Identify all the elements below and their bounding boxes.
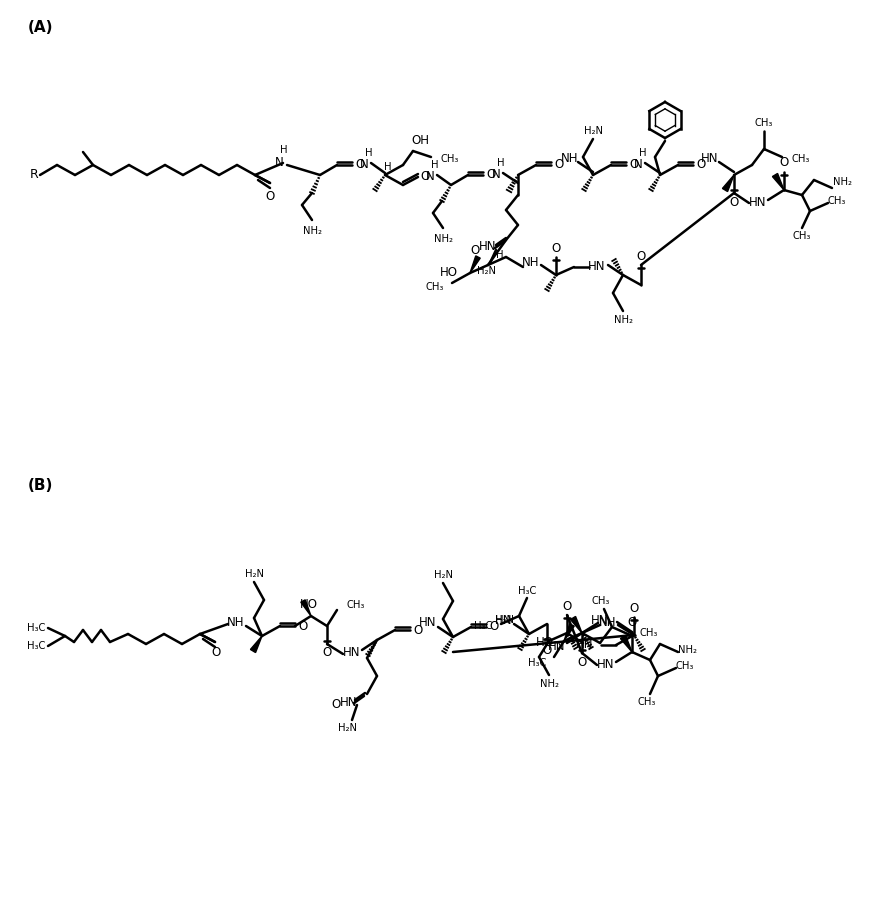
- Text: NH: NH: [561, 152, 578, 164]
- Text: H₂N: H₂N: [245, 569, 264, 579]
- Text: CH₃: CH₃: [791, 154, 809, 164]
- Text: H₂N: H₂N: [584, 126, 603, 136]
- Text: H₂N: H₂N: [495, 615, 514, 625]
- Text: O: O: [551, 242, 561, 255]
- Polygon shape: [773, 173, 784, 190]
- Text: O: O: [637, 249, 645, 263]
- Text: NH: NH: [227, 615, 245, 628]
- Text: H₃C: H₃C: [27, 623, 45, 633]
- Text: HO: HO: [440, 267, 458, 279]
- Text: HN: HN: [478, 240, 496, 254]
- Text: OH: OH: [411, 133, 429, 146]
- Text: HO: HO: [300, 597, 318, 611]
- Text: H: H: [280, 145, 287, 155]
- Text: H₃C: H₃C: [528, 658, 546, 668]
- Text: N: N: [491, 167, 500, 181]
- Text: O: O: [299, 620, 307, 633]
- Text: CH₃: CH₃: [639, 628, 658, 638]
- Text: NH₂: NH₂: [539, 679, 558, 689]
- Text: NH₂: NH₂: [302, 226, 321, 236]
- Text: O: O: [697, 159, 706, 172]
- Polygon shape: [571, 616, 582, 633]
- Text: CH₃: CH₃: [793, 231, 811, 241]
- Text: H: H: [365, 148, 373, 158]
- Text: N: N: [633, 158, 643, 171]
- Text: HN: HN: [576, 638, 593, 652]
- Text: NH: NH: [599, 616, 617, 629]
- Polygon shape: [620, 635, 632, 652]
- Text: O: O: [563, 600, 571, 613]
- Text: HN: HN: [419, 616, 436, 629]
- Text: CH₃: CH₃: [346, 600, 364, 610]
- Text: HN: HN: [496, 614, 513, 626]
- Text: CH₃: CH₃: [676, 661, 694, 671]
- Text: O: O: [543, 645, 551, 657]
- Text: NH₂: NH₂: [678, 645, 697, 655]
- Text: CH₃: CH₃: [426, 282, 444, 292]
- Text: HN: HN: [598, 658, 615, 671]
- Text: O: O: [470, 244, 480, 257]
- Text: HN: HN: [548, 639, 566, 653]
- Text: H₂N: H₂N: [434, 570, 453, 580]
- Text: CH₃: CH₃: [755, 118, 773, 128]
- Text: O: O: [322, 646, 332, 659]
- Text: HN: HN: [343, 645, 361, 658]
- Text: (A): (A): [28, 20, 53, 35]
- Text: H: H: [496, 250, 503, 260]
- Text: CH₃: CH₃: [440, 154, 458, 164]
- Text: HN: HN: [591, 614, 608, 626]
- Text: H₃C: H₃C: [518, 586, 537, 596]
- Text: HN: HN: [340, 696, 357, 708]
- Text: O: O: [490, 621, 498, 634]
- Text: NH₂: NH₂: [613, 315, 632, 325]
- Text: O: O: [630, 602, 638, 614]
- Text: O: O: [266, 190, 274, 203]
- Text: H: H: [384, 162, 392, 172]
- Text: O: O: [355, 159, 365, 172]
- Polygon shape: [251, 636, 262, 653]
- Text: CH₃: CH₃: [591, 596, 611, 606]
- Text: O: O: [421, 171, 429, 184]
- Text: O: O: [486, 169, 496, 182]
- Text: O: O: [554, 159, 564, 172]
- Polygon shape: [722, 175, 734, 192]
- Text: H₂N: H₂N: [476, 266, 496, 276]
- Text: (B): (B): [28, 478, 53, 493]
- Text: CH₃: CH₃: [827, 196, 847, 206]
- Text: O: O: [729, 195, 739, 208]
- Polygon shape: [300, 600, 311, 616]
- Text: H: H: [431, 160, 439, 170]
- Text: HN: HN: [749, 196, 766, 209]
- Text: N: N: [426, 170, 435, 183]
- Text: H: H: [497, 158, 505, 168]
- Text: H₃C: H₃C: [27, 641, 45, 651]
- Text: HO: HO: [536, 636, 554, 649]
- Text: HN: HN: [588, 260, 605, 274]
- Text: R: R: [30, 169, 38, 182]
- Text: N: N: [360, 158, 368, 171]
- Text: O: O: [577, 656, 587, 668]
- Text: HN: HN: [701, 152, 719, 164]
- Text: O: O: [780, 156, 788, 170]
- Text: H: H: [639, 148, 647, 158]
- Text: O: O: [414, 624, 422, 636]
- Text: O: O: [212, 645, 220, 658]
- Text: N: N: [274, 155, 283, 169]
- Text: O: O: [332, 698, 341, 711]
- Text: NH₂: NH₂: [434, 234, 453, 244]
- Text: H₂N: H₂N: [337, 723, 356, 733]
- Text: O: O: [630, 159, 638, 172]
- Polygon shape: [564, 624, 574, 641]
- Polygon shape: [470, 256, 480, 273]
- Text: H₃C: H₃C: [474, 621, 492, 631]
- Text: CH₃: CH₃: [638, 697, 656, 707]
- Text: NH₂: NH₂: [833, 177, 852, 187]
- Text: NH: NH: [523, 257, 540, 269]
- Text: O: O: [627, 616, 637, 629]
